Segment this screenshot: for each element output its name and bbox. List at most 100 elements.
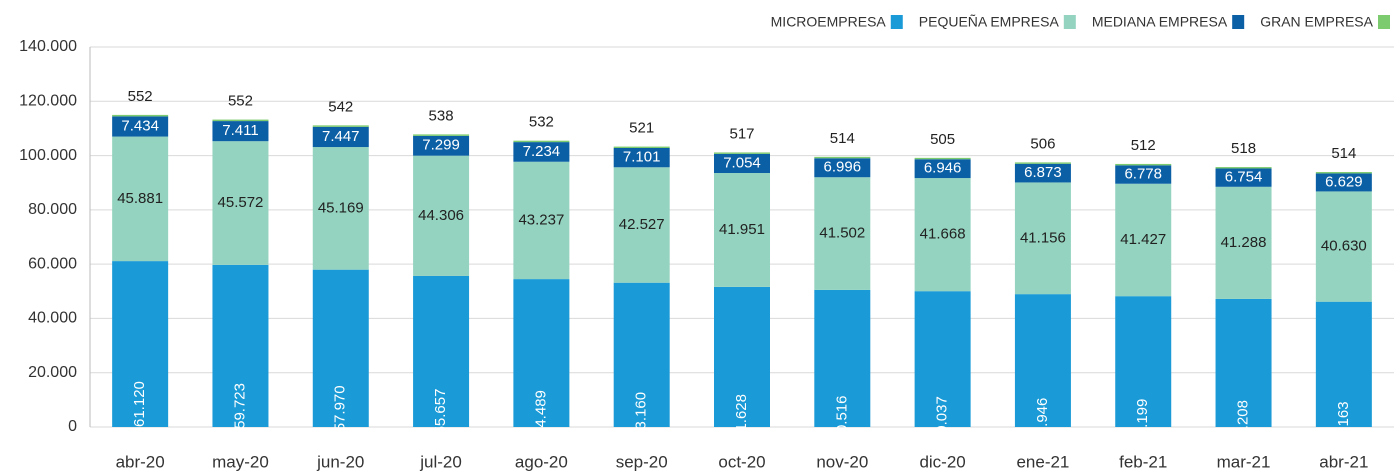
value-label: 57.970 bbox=[332, 385, 349, 431]
value-label: 44.306 bbox=[418, 207, 464, 224]
bar-segment bbox=[1215, 168, 1272, 187]
value-label: 512 bbox=[1131, 137, 1156, 154]
bar-segment bbox=[112, 136, 169, 262]
x-tick-label: mar-21 bbox=[1217, 452, 1271, 471]
bar-segment bbox=[112, 261, 169, 427]
value-label: 59.723 bbox=[231, 383, 248, 429]
bar-segment bbox=[1315, 172, 1372, 174]
value-label: 7.434 bbox=[121, 117, 159, 134]
x-tick-label: ene-21 bbox=[1016, 452, 1069, 471]
bar-segment bbox=[1115, 296, 1172, 427]
bar-segment bbox=[714, 152, 770, 154]
bar-segment bbox=[1014, 163, 1071, 183]
value-label: 41.502 bbox=[819, 225, 865, 242]
y-tick-label: 120.000 bbox=[19, 93, 77, 110]
x-tick-label: abr-21 bbox=[1319, 452, 1368, 471]
bar-segment bbox=[613, 282, 670, 427]
bar-segment bbox=[513, 140, 570, 143]
value-label: 43.237 bbox=[518, 211, 564, 228]
legend-label: PEQUEÑA EMPRESA bbox=[919, 14, 1060, 30]
y-tick-label: 100.000 bbox=[19, 147, 77, 164]
value-label: 514 bbox=[1331, 145, 1356, 162]
bar-segment bbox=[1215, 167, 1272, 169]
bar-segment bbox=[914, 291, 971, 427]
bar-segment bbox=[413, 275, 470, 427]
legend-swatch bbox=[1232, 15, 1245, 29]
value-label: 6.946 bbox=[924, 160, 962, 177]
bar-segment bbox=[112, 114, 169, 117]
bar-segment bbox=[1115, 183, 1172, 297]
bar-segment bbox=[413, 135, 470, 156]
value-label: 45.881 bbox=[117, 190, 163, 207]
value-label: 517 bbox=[729, 125, 754, 142]
value-label: 41.951 bbox=[719, 221, 765, 238]
value-label: 552 bbox=[228, 93, 253, 110]
bar-segment bbox=[814, 177, 871, 290]
bar-segment bbox=[914, 159, 971, 179]
bar-segment bbox=[1014, 162, 1071, 164]
x-tick-label: abr-20 bbox=[116, 452, 165, 471]
bar-segment bbox=[714, 153, 770, 173]
bar-segment bbox=[312, 269, 369, 427]
value-label: 6.629 bbox=[1325, 173, 1363, 190]
bar-segment bbox=[513, 142, 570, 162]
legend-label: MEDIANA EMPRESA bbox=[1092, 14, 1228, 30]
x-tick-label: dic-20 bbox=[919, 452, 965, 471]
bar-segment bbox=[312, 125, 369, 127]
value-label: 53.160 bbox=[633, 392, 650, 438]
bar-segment bbox=[513, 161, 570, 280]
bar-segment bbox=[1315, 173, 1372, 192]
bar-segment bbox=[212, 141, 269, 265]
value-label: 41.156 bbox=[1020, 229, 1066, 246]
value-label: 7.299 bbox=[422, 137, 460, 154]
value-label: 506 bbox=[1030, 135, 1055, 152]
bar-segment bbox=[1115, 165, 1172, 184]
bar-segment bbox=[1014, 182, 1071, 295]
value-label: 552 bbox=[128, 88, 153, 105]
value-label: 46.163 bbox=[1335, 401, 1352, 447]
bar-segment bbox=[1215, 186, 1272, 299]
legend-swatch bbox=[890, 15, 903, 29]
value-label: 50.037 bbox=[934, 396, 951, 442]
bar-segment bbox=[814, 158, 871, 178]
value-label: 61.120 bbox=[131, 381, 148, 427]
value-label: 505 bbox=[930, 131, 955, 148]
value-label: 45.169 bbox=[318, 199, 364, 216]
y-tick-label: 60.000 bbox=[28, 255, 77, 272]
value-label: 521 bbox=[629, 120, 654, 137]
y-tick-label: 40.000 bbox=[28, 310, 77, 327]
bar-segment bbox=[1315, 301, 1372, 427]
value-label: 6.778 bbox=[1124, 165, 1162, 182]
value-label: 42.527 bbox=[619, 216, 665, 233]
x-tick-label: oct-20 bbox=[718, 452, 765, 471]
x-tick-label: nov-20 bbox=[816, 452, 868, 471]
y-tick-label: 20.000 bbox=[28, 364, 77, 381]
value-label: 7.411 bbox=[222, 122, 258, 139]
bar-segment bbox=[212, 119, 269, 122]
legend-swatch bbox=[1063, 15, 1076, 29]
bar-segment bbox=[914, 157, 971, 160]
x-tick-label: sep-20 bbox=[616, 452, 668, 471]
legend-swatch bbox=[1378, 15, 1390, 29]
value-label: 6.754 bbox=[1225, 169, 1263, 186]
value-label: 40.630 bbox=[1321, 238, 1367, 255]
bar-segment bbox=[814, 289, 871, 427]
bar-segment bbox=[714, 172, 770, 287]
value-label: 514 bbox=[830, 130, 855, 147]
bar-segment bbox=[613, 167, 670, 283]
legend-label: GRAN EMPRESA bbox=[1260, 14, 1373, 30]
value-label: 50.516 bbox=[833, 395, 850, 441]
y-tick-label: 80.000 bbox=[28, 201, 77, 218]
value-label: 7.054 bbox=[723, 154, 761, 171]
value-label: 518 bbox=[1231, 140, 1256, 157]
y-tick-label: 0 bbox=[68, 418, 77, 435]
value-label: 45.572 bbox=[218, 194, 264, 211]
value-label: 41.288 bbox=[1221, 234, 1267, 251]
bar-segment bbox=[212, 264, 269, 427]
value-label: 6.873 bbox=[1024, 164, 1062, 181]
bar-segment bbox=[312, 126, 369, 148]
bar-segment bbox=[613, 146, 670, 149]
bar-segment bbox=[212, 121, 269, 142]
bar-segment bbox=[1215, 298, 1272, 427]
